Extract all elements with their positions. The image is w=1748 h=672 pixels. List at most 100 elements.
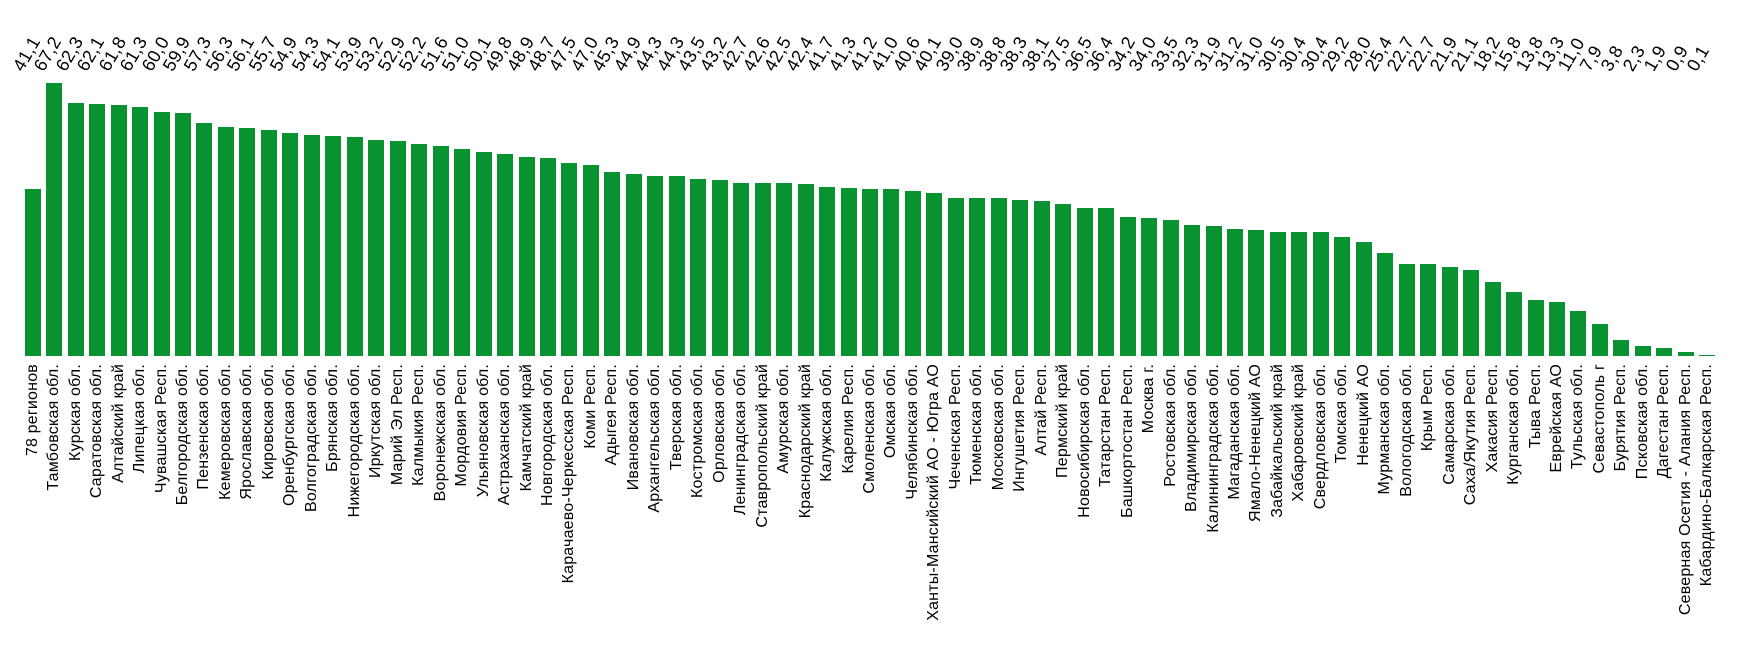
bar[interactable] [24,189,41,356]
bar[interactable] [776,183,793,356]
bar[interactable] [239,128,256,356]
bar[interactable] [153,112,170,356]
bar[interactable] [1291,232,1308,356]
bar-slot: 42,6 Ставропольский край [738,0,773,672]
bar-area [1138,75,1159,356]
bar[interactable] [282,133,299,356]
category-label: Смоленская обл. [861,363,879,494]
bar[interactable] [1506,291,1523,356]
bar[interactable] [539,158,556,356]
bar[interactable] [690,179,707,356]
bar[interactable] [1248,229,1265,356]
bar[interactable] [132,107,149,356]
bar[interactable] [754,182,771,356]
bar[interactable] [1076,207,1093,356]
bar-area [1053,75,1074,356]
bar[interactable] [1677,352,1694,356]
bar[interactable] [947,197,964,356]
bar[interactable] [1549,301,1566,356]
bar[interactable] [217,127,234,356]
bar[interactable] [1226,229,1243,356]
bar[interactable] [1162,219,1179,356]
category-label-area: Северная Осетия - Алания Респ. [1675,356,1696,672]
bar[interactable] [883,189,900,356]
bar[interactable] [819,186,836,356]
bar[interactable] [389,141,406,356]
bar[interactable] [1205,226,1222,356]
bar[interactable] [1570,311,1587,356]
bar[interactable] [1012,200,1029,356]
bar[interactable] [1098,208,1115,356]
bar[interactable] [1591,323,1608,356]
category-label: Ставропольский край [753,363,771,528]
bar[interactable] [926,193,943,356]
bar[interactable] [1119,216,1136,356]
bar[interactable] [1420,263,1437,356]
bar[interactable] [1463,270,1480,356]
bar[interactable] [1184,224,1201,356]
bar[interactable] [497,153,514,356]
bar[interactable] [110,105,127,356]
category-label-area: Калининградская обл. [1203,356,1224,672]
bar[interactable] [604,171,621,356]
bar[interactable] [797,183,814,356]
bar[interactable] [325,136,342,356]
bar[interactable] [432,146,449,356]
category-label: Калининградская обл. [1204,363,1222,533]
bar[interactable] [1055,203,1072,356]
bar-area [1568,75,1589,356]
bar[interactable] [1377,252,1394,356]
bar[interactable] [1527,299,1544,356]
category-label-area: Ростовская обл. [1160,356,1181,672]
bar[interactable] [990,198,1007,356]
bar[interactable] [625,173,642,356]
bar[interactable] [668,176,685,356]
bar-area [1396,75,1417,356]
bar[interactable] [175,112,192,356]
bar[interactable] [1141,217,1158,356]
bar[interactable] [840,188,857,356]
bar[interactable] [1441,266,1458,356]
bar[interactable] [1484,281,1501,356]
bar[interactable] [411,143,428,356]
bar[interactable] [1312,232,1329,356]
bar[interactable] [1656,348,1673,356]
bar[interactable] [346,137,363,356]
bar[interactable] [582,165,599,356]
bar-area [559,75,580,356]
bar[interactable] [1334,237,1351,356]
bar[interactable] [711,180,728,356]
bar[interactable] [647,176,664,356]
bar[interactable] [260,129,277,356]
category-label: Карачаево-Черкесская Респ. [560,363,578,584]
bar[interactable] [67,102,84,356]
bar[interactable] [368,139,385,356]
bar[interactable] [1355,242,1372,356]
bar-area [623,75,644,356]
bar-area [773,75,794,356]
bar[interactable] [89,103,106,356]
bar[interactable] [454,148,471,356]
bar[interactable] [561,163,578,356]
bar[interactable] [904,191,921,356]
bar[interactable] [303,135,320,356]
category-label: Москва г. [1140,363,1158,433]
category-label-area: Нижегородская обл. [344,356,365,672]
category-label: Астраханская обл. [496,363,514,505]
bar[interactable] [1613,340,1630,356]
bar[interactable] [862,188,879,356]
bar[interactable] [733,182,750,356]
bar[interactable] [46,83,63,356]
bar[interactable] [1634,346,1651,356]
bar[interactable] [475,152,492,356]
bar[interactable] [518,157,535,356]
bar-area [838,75,859,356]
bar[interactable] [1398,263,1415,356]
bar[interactable] [1033,201,1050,356]
bar[interactable] [1269,232,1286,356]
category-label-area: Магаданская обл. [1224,356,1245,672]
bar[interactable] [196,123,213,356]
bar[interactable] [969,197,986,356]
bar-slot: 41,3 Карелия Респ. [824,0,859,672]
